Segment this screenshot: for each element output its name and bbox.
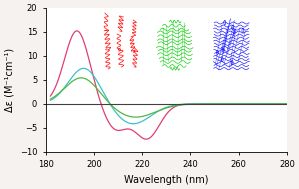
X-axis label: Wavelength (nm): Wavelength (nm) — [124, 175, 208, 185]
Y-axis label: Δε (M⁻¹cm⁻¹): Δε (M⁻¹cm⁻¹) — [4, 48, 14, 112]
